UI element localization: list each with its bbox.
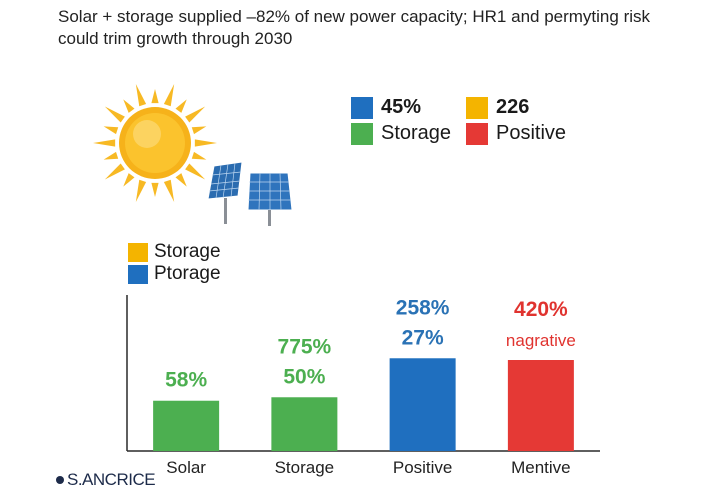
legend-swatch: [128, 242, 148, 262]
data-label: 420%: [514, 298, 568, 321]
legend-item: 226: [466, 96, 529, 119]
legend-item: Storage: [128, 241, 221, 263]
legend-item: Positive: [466, 122, 566, 145]
x-tick-label: Solar: [166, 458, 206, 477]
brand-name: S.ANCRICE: [67, 470, 156, 489]
sun-ray: [175, 99, 187, 113]
sun-ray: [151, 89, 159, 104]
legend-label: Positive: [496, 122, 567, 144]
data-label: 27%: [402, 326, 444, 349]
sun-ray: [135, 179, 147, 202]
x-tick-label: Mentive: [511, 458, 571, 477]
sun-ray: [185, 163, 206, 180]
legend-label: Ptorage: [154, 263, 221, 284]
bar-positive: [389, 358, 456, 451]
sun-ray: [103, 126, 119, 135]
data-label: 775%: [278, 335, 332, 358]
sun-ray: [151, 182, 159, 197]
data-label: 258%: [396, 296, 450, 319]
solar-panel-icon: [247, 172, 293, 226]
legend-swatch: [351, 96, 373, 119]
bar-solar: [153, 400, 220, 451]
brand-logo: S.ANCRICE: [56, 470, 156, 490]
sun-ray: [103, 151, 119, 160]
legend-swatch: [128, 264, 148, 284]
data-label: nagrative: [506, 331, 576, 350]
sun-ray: [191, 151, 207, 160]
legend-label: Storage: [154, 241, 221, 262]
legend-swatch: [466, 122, 488, 145]
legend-label: 226: [496, 96, 530, 118]
solar-panel-icon: [207, 161, 243, 224]
chart-subtitle: Solar + storage supplied –82% of new pow…: [58, 7, 651, 48]
x-tick-label: Storage: [275, 458, 335, 477]
sun-ray: [123, 173, 135, 187]
bar-mentive: [507, 360, 574, 451]
data-label: 50%: [283, 365, 325, 388]
x-tick-label: Positive: [393, 458, 453, 477]
sun-ray: [175, 173, 187, 187]
sun-ray: [104, 163, 125, 180]
legend-label: 45%: [381, 96, 422, 118]
legend-label: Storage: [381, 122, 452, 144]
legend-top: 45% 226 Storage Positive: [351, 94, 631, 154]
sun-ray: [135, 84, 147, 107]
sun-ray: [185, 106, 206, 123]
data-label: 58%: [165, 369, 207, 392]
sun-ray: [163, 84, 175, 107]
sun-ray: [194, 139, 217, 147]
legend-item: Storage: [351, 122, 451, 145]
bar-storage: [271, 397, 338, 451]
legend-swatch: [351, 122, 373, 145]
sun-ray: [123, 99, 135, 113]
sun-and-solar-panels-illustration: [93, 84, 293, 226]
sun-ray: [191, 126, 207, 135]
brand-dot-icon: [56, 476, 64, 484]
legend-item: 45%: [351, 96, 421, 119]
sun-icon: [93, 84, 217, 202]
legend-item: Ptorage: [128, 263, 221, 285]
sun-ray: [104, 106, 125, 123]
sun-ray: [93, 139, 116, 147]
legend-swatch: [466, 96, 488, 119]
sun-ray: [163, 179, 175, 202]
legend-left: Storage Ptorage: [128, 241, 221, 285]
